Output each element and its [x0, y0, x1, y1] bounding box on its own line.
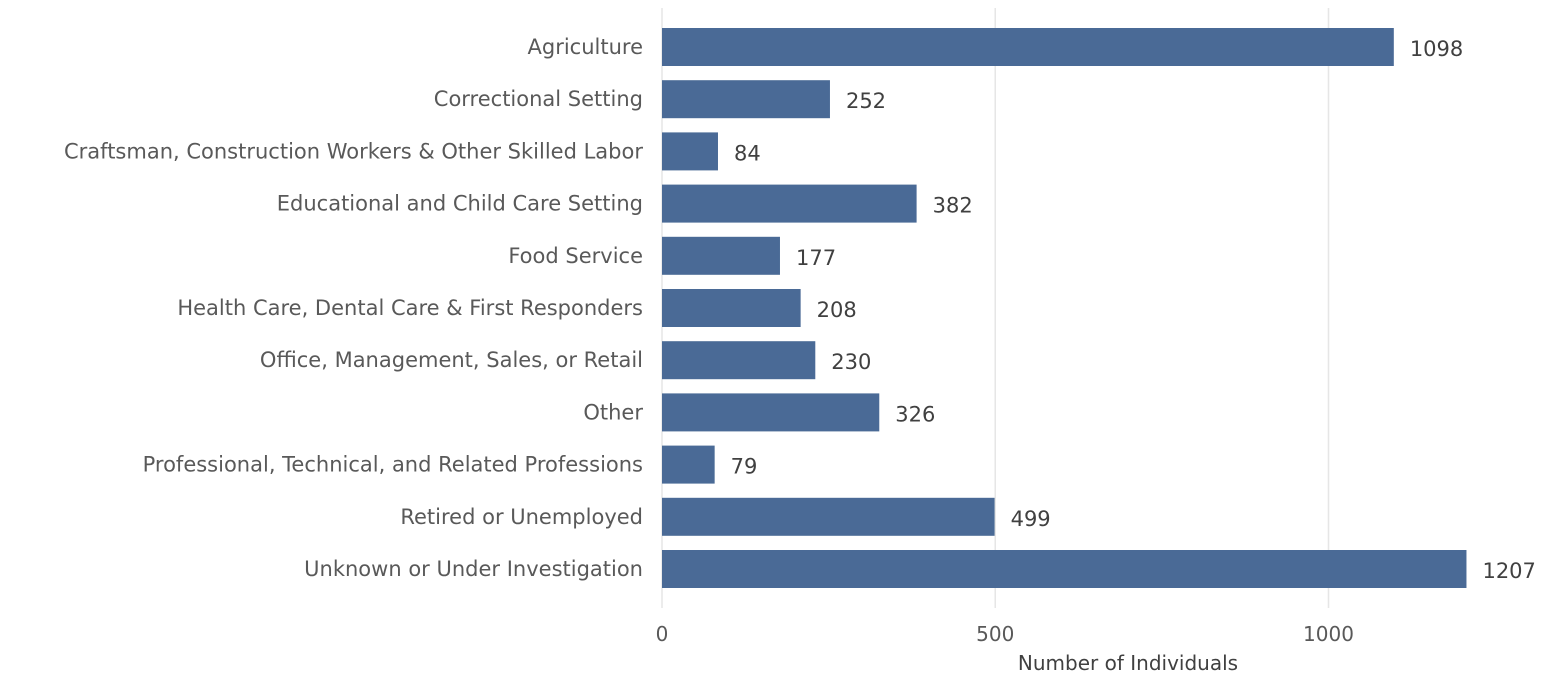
bar [662, 28, 1394, 66]
bar [662, 289, 801, 327]
category-label: Educational and Child Care Setting [277, 192, 643, 216]
bar [662, 550, 1467, 588]
value-label: 208 [817, 298, 857, 322]
value-label: 1098 [1410, 37, 1463, 61]
bars [662, 28, 1467, 588]
value-label: 84 [734, 141, 761, 165]
category-label: Office, Management, Sales, or Retail [260, 348, 643, 372]
x-axis-title: Number of Individuals [1018, 651, 1238, 675]
x-tick-label: 1000 [1303, 622, 1354, 646]
category-label: Craftsman, Construction Workers & Other … [64, 139, 643, 163]
x-tick-label: 500 [976, 622, 1014, 646]
bar [662, 393, 880, 432]
value-label: 326 [895, 402, 935, 426]
value-label: 230 [831, 350, 871, 374]
bar [662, 341, 816, 380]
bar [662, 497, 995, 536]
category-label: Retired or Unemployed [400, 505, 643, 529]
category-label: Food Service [508, 244, 643, 268]
value-label: 499 [1011, 507, 1051, 531]
category-label: Other [583, 400, 643, 424]
category-label: Correctional Setting [434, 87, 643, 111]
category-label: Unknown or Under Investigation [304, 557, 643, 581]
category-label: Agriculture [528, 35, 644, 59]
value-labels: 1098 252 84 382 177 208 230 326 79 499 1207 [731, 37, 1536, 583]
bar [662, 445, 715, 484]
bar [662, 236, 780, 275]
category-label: Health Care, Dental Care & First Respond… [177, 296, 643, 320]
bar [662, 132, 718, 171]
x-tick-label: 0 [656, 622, 669, 646]
category-labels: Agriculture Correctional Setting Craftsman… [64, 35, 643, 581]
value-label: 177 [796, 246, 836, 270]
value-label: 1207 [1482, 559, 1535, 583]
bar [662, 184, 917, 223]
value-label: 79 [731, 455, 758, 479]
x-tick-labels: 0 500 1000 [656, 622, 1354, 646]
value-label: 382 [933, 194, 973, 218]
value-label: 252 [846, 89, 886, 113]
bar [662, 80, 830, 119]
category-label: Professional, Technical, and Related Pro… [143, 453, 643, 477]
